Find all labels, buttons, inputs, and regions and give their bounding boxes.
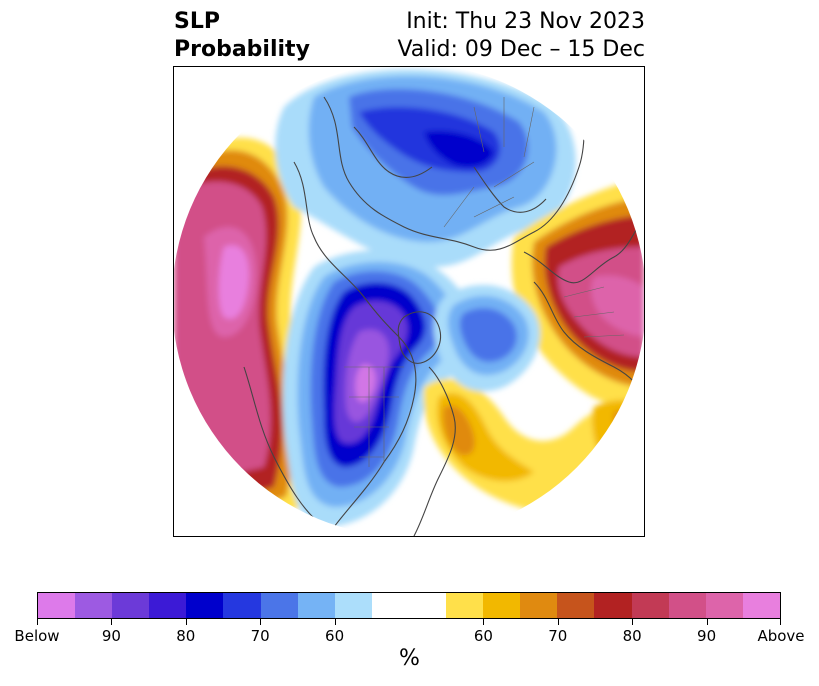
probability-field bbox=[174, 67, 644, 536]
colorbar-segment bbox=[705, 593, 743, 618]
title-quantity: Probability bbox=[174, 37, 310, 62]
colorbar-tick bbox=[557, 619, 559, 625]
colorbar-segment bbox=[38, 593, 76, 618]
colorbar bbox=[37, 592, 781, 619]
colorbar-unit: % bbox=[399, 646, 420, 671]
colorbar-segment bbox=[149, 593, 187, 618]
colorbar-segment bbox=[334, 593, 372, 618]
colorbar-segment bbox=[186, 593, 224, 618]
colorbar-segment bbox=[557, 593, 595, 618]
colorbar-segment bbox=[446, 593, 484, 618]
colorbar-tick bbox=[780, 619, 781, 625]
colorbar-segment bbox=[742, 593, 780, 618]
valid-range: Valid: 09 Dec – 15 Dec bbox=[397, 37, 645, 62]
colorbar-segment bbox=[223, 593, 261, 618]
chart-title-right: Init: Thu 23 Nov 2023 Valid: 09 Dec – 15… bbox=[397, 8, 645, 64]
colorbar-tick bbox=[632, 619, 634, 625]
colorbar-tick-label: 80 bbox=[176, 627, 196, 645]
colorbar-segment bbox=[112, 593, 150, 618]
title-variable: SLP bbox=[174, 9, 220, 34]
colorbar-tick bbox=[37, 619, 38, 625]
init-date: Init: Thu 23 Nov 2023 bbox=[406, 9, 645, 34]
siberia-above-region bbox=[511, 177, 644, 408]
colorbar-tick-label: 90 bbox=[101, 627, 121, 645]
colorbar-tick bbox=[185, 619, 187, 625]
polar-map bbox=[173, 66, 645, 537]
chart-title-left: SLP Probability bbox=[174, 8, 310, 64]
colorbar-tick-label: 90 bbox=[697, 627, 717, 645]
namerica-below-region bbox=[282, 250, 479, 527]
colorbar-segment bbox=[260, 593, 298, 618]
colorbar-tick bbox=[334, 619, 336, 625]
arctic-below-region bbox=[275, 69, 576, 267]
colorbar-tick-label: 60 bbox=[473, 627, 493, 645]
colorbar-tick-label: Above bbox=[757, 627, 805, 645]
colorbar-tick bbox=[260, 619, 262, 625]
colorbar-tick-label: 70 bbox=[548, 627, 568, 645]
colorbar-tick-label: 60 bbox=[325, 627, 345, 645]
colorbar-segment bbox=[297, 593, 335, 618]
colorbar-segment bbox=[408, 593, 447, 618]
colorbar-ticks bbox=[37, 619, 781, 629]
atlantic-below-region bbox=[433, 285, 540, 392]
colorbar-tick bbox=[111, 619, 113, 625]
colorbar-segment bbox=[75, 593, 113, 618]
colorbar-segment bbox=[594, 593, 632, 618]
borders bbox=[344, 97, 625, 467]
colorbar-segment bbox=[483, 593, 521, 618]
colorbar-tick-label: Below bbox=[14, 627, 60, 645]
colorbar-tick-label: 80 bbox=[622, 627, 642, 645]
colorbar-tick-label: 70 bbox=[250, 627, 270, 645]
colorbar-segment bbox=[631, 593, 669, 618]
colorbar-tick bbox=[706, 619, 708, 625]
polar-map-svg bbox=[174, 67, 644, 536]
colorbar-tick bbox=[483, 619, 485, 625]
colorbar-segment bbox=[520, 593, 558, 618]
colorbar-segment bbox=[668, 593, 706, 618]
colorbar-segment bbox=[371, 593, 409, 618]
